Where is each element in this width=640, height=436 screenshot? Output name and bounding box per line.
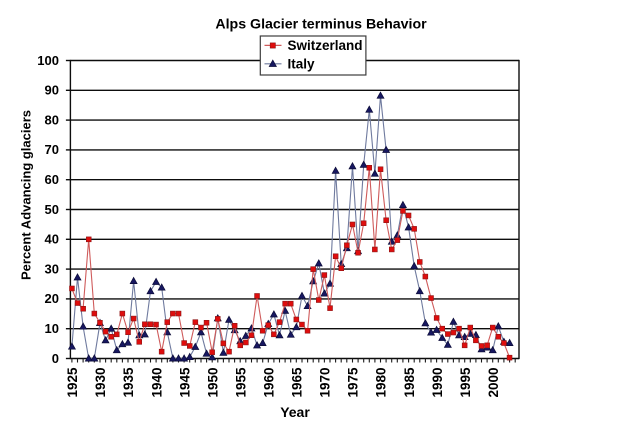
svg-text:Italy: Italy (288, 56, 316, 71)
svg-text:0: 0 (52, 351, 59, 366)
svg-text:1930: 1930 (93, 368, 108, 398)
svg-text:90: 90 (45, 83, 59, 98)
svg-text:10: 10 (45, 321, 59, 336)
svg-text:50: 50 (45, 202, 59, 217)
svg-text:1990: 1990 (430, 368, 445, 398)
svg-text:1980: 1980 (374, 368, 389, 398)
svg-text:100: 100 (37, 53, 59, 68)
svg-text:1960: 1960 (262, 368, 277, 398)
svg-text:1975: 1975 (346, 367, 361, 398)
svg-text:1965: 1965 (290, 367, 305, 398)
svg-text:Percent Advancing glaciers: Percent Advancing glaciers (19, 110, 34, 280)
svg-text:1945: 1945 (177, 367, 192, 398)
svg-text:1955: 1955 (233, 367, 248, 398)
svg-text:30: 30 (45, 261, 59, 276)
svg-text:Switzerland: Switzerland (288, 38, 363, 53)
svg-text:1995: 1995 (458, 367, 473, 398)
svg-text:60: 60 (45, 172, 59, 187)
svg-text:70: 70 (45, 142, 59, 157)
svg-text:1970: 1970 (318, 368, 333, 398)
svg-text:1940: 1940 (149, 368, 164, 398)
svg-text:1985: 1985 (402, 367, 417, 398)
svg-text:1950: 1950 (205, 368, 220, 398)
svg-text:20: 20 (45, 291, 59, 306)
svg-text:80: 80 (45, 112, 59, 127)
svg-text:Year: Year (280, 404, 310, 420)
svg-text:2000: 2000 (486, 368, 501, 398)
svg-text:1935: 1935 (121, 367, 136, 398)
svg-text:40: 40 (45, 232, 59, 247)
svg-text:Alps Glacier terminus Behavior: Alps Glacier terminus Behavior (215, 17, 427, 33)
svg-text:1925: 1925 (65, 367, 80, 398)
